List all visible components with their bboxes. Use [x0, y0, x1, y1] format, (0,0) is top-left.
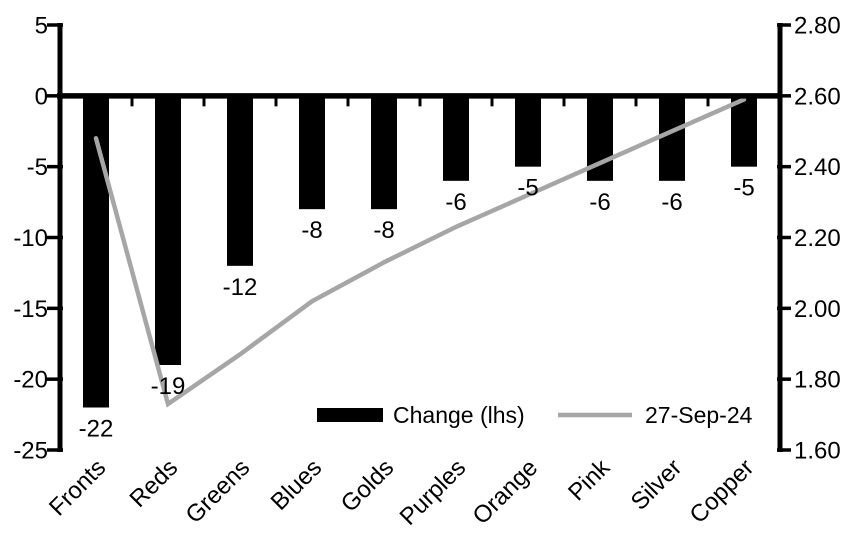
bars-series	[83, 95, 757, 408]
y-axis-left-label: 5	[35, 13, 48, 40]
bar-Reds	[155, 95, 181, 365]
legend-bar-swatch	[317, 408, 383, 422]
y-axis-right-label: 2.40	[794, 154, 841, 181]
bar-value-label: -22	[79, 416, 114, 443]
y-axis-left-label: -15	[13, 296, 48, 323]
category-label-Reds: Reds	[125, 454, 184, 513]
line-series	[93, 97, 747, 408]
y-axis-left-label: -10	[13, 225, 48, 252]
category-label-Orange: Orange	[468, 454, 544, 530]
line-27-sep-24	[93, 97, 747, 408]
bar-value-label: -6	[589, 189, 610, 216]
bar-value-label: -6	[661, 189, 682, 216]
y-axis-left-label: -5	[27, 154, 48, 181]
bar-Silver	[659, 95, 685, 181]
category-label-Purples: Purples	[395, 454, 472, 531]
category-label-Greens: Greens	[180, 454, 255, 529]
y-axis-left-label: 0	[35, 83, 48, 110]
bar-value-label: -6	[445, 189, 466, 216]
bar-value-labels: -22 -19 -12 -8 -8 -6 -5 -6 -6 -5	[79, 175, 755, 443]
y-axis-right-label: 1.60	[794, 438, 841, 465]
x-axis	[57, 93, 783, 107]
legend-line-label: 27-Sep-24	[645, 402, 753, 428]
bar-value-label: -19	[151, 373, 186, 400]
y-axis-left: 5 0 -5 -10 -15 -20 -25	[13, 13, 63, 465]
bar-Blues	[299, 95, 325, 210]
legend-bar-label: Change (lhs)	[393, 402, 525, 428]
y-axis-right-label: 1.80	[794, 367, 841, 394]
y-axis-right-label: 2.80	[794, 13, 841, 40]
bar-Copper	[731, 95, 757, 167]
y-axis-right-label: 2.00	[794, 296, 841, 323]
category-label-Silver: Silver	[626, 454, 688, 516]
bar-Greens	[227, 95, 253, 266]
bar-value-label: -5	[517, 175, 538, 202]
legend: Change (lhs) 27-Sep-24	[317, 402, 753, 428]
bar-Orange	[515, 95, 541, 167]
bar-Golds	[371, 95, 397, 210]
y-axis-right: 2.80 2.60 2.40 2.20 2.00 1.80 1.60	[777, 13, 841, 465]
bar-value-label: -8	[373, 217, 394, 244]
y-axis-right-label: 2.20	[794, 225, 841, 252]
y-axis-left-label: -25	[13, 438, 48, 465]
bar-value-label: -5	[733, 175, 754, 202]
category-label-Copper: Copper	[684, 454, 759, 529]
y-axis-left-label: -20	[13, 367, 48, 394]
bar-Fronts	[83, 95, 109, 408]
category-label-Blues: Blues	[266, 454, 328, 516]
category-label-Fronts: Fronts	[44, 454, 111, 521]
category-label-Golds: Golds	[336, 454, 399, 517]
category-label-Pink: Pink	[563, 453, 616, 506]
y-axis-right-label: 2.60	[794, 83, 841, 110]
bar-value-label: -8	[301, 217, 322, 244]
bar-Purples	[443, 95, 469, 181]
bar-value-label: -12	[223, 274, 258, 301]
